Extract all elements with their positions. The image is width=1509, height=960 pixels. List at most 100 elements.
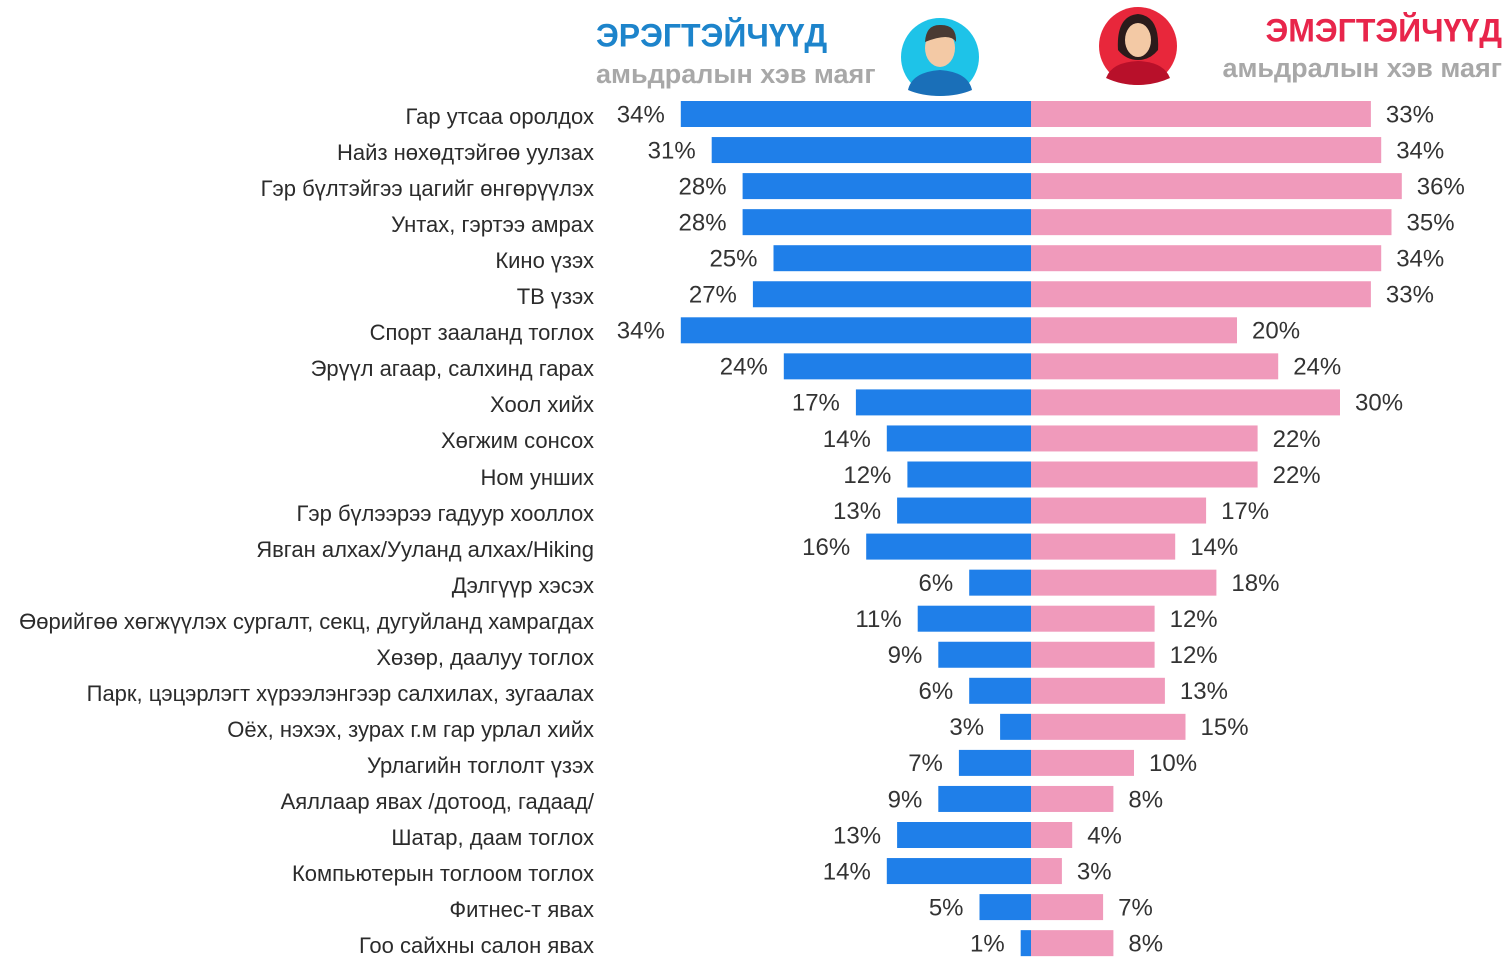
value-label: 35% [1407, 209, 1455, 236]
male-avatar [901, 18, 979, 96]
category-label: Спорт зааланд тоглох [369, 320, 594, 346]
category-label: Найз нөхөдтэйгөө уулзах [337, 140, 594, 166]
male-bar [711, 137, 1031, 164]
male-bar [773, 245, 1031, 272]
value-label: 17% [792, 390, 840, 417]
value-label: 6% [919, 678, 954, 705]
female-bar [1031, 461, 1258, 488]
value-label: 13% [1180, 678, 1228, 705]
female-bar [1031, 641, 1155, 668]
male-bar [680, 101, 1031, 127]
value-label: 7% [1118, 894, 1153, 921]
male-bar [752, 281, 1031, 308]
female-bar [1031, 497, 1207, 524]
female-bar [1031, 353, 1279, 380]
female-bar [1031, 245, 1382, 272]
left-subtitle: амьдралын хэв маяг [596, 59, 876, 89]
value-label: 34% [617, 318, 665, 345]
female-bar [1031, 930, 1114, 957]
female-bar [1031, 209, 1392, 236]
value-label: 28% [679, 209, 727, 236]
value-label: 27% [689, 282, 737, 309]
value-label: 13% [833, 498, 881, 525]
male-bar [886, 425, 1031, 452]
category-label: Урлагийн тоглолт үзэх [367, 752, 594, 778]
female-bar [1031, 822, 1073, 848]
value-label: 3% [1077, 858, 1112, 885]
value-label: 14% [1190, 534, 1238, 561]
category-label: Хоол хийх [490, 392, 594, 418]
value-label: 34% [1396, 137, 1444, 164]
female-bar [1031, 569, 1217, 596]
value-label: 8% [1128, 930, 1163, 957]
male-bar [897, 822, 1031, 848]
female-bar [1031, 677, 1165, 704]
male-bar [907, 461, 1031, 488]
value-label: 7% [908, 750, 943, 777]
male-bar [742, 173, 1031, 200]
female-bar [1031, 533, 1176, 560]
female-bar [1031, 281, 1371, 308]
category-label: Гэр бүлээрээ гадуур хооллох [296, 500, 594, 526]
female-bar [1031, 173, 1402, 200]
male-bar [866, 533, 1031, 560]
male-bar [917, 605, 1031, 632]
female-bar [1031, 605, 1155, 632]
category-label: Кино үзэх [495, 248, 594, 274]
value-label: 1% [970, 930, 1005, 957]
category-label: Эрүүл агаар, салхинд гарах [310, 356, 594, 382]
value-label: 33% [1386, 282, 1434, 309]
value-label: 5% [929, 894, 964, 921]
value-label: 6% [919, 570, 954, 597]
male-bar [855, 389, 1031, 416]
value-label: 17% [1221, 498, 1269, 525]
value-label: 9% [888, 786, 923, 813]
value-label: 31% [648, 137, 696, 164]
value-label: 36% [1417, 173, 1465, 200]
category-label: Гэр бүлтэйгээ цагийг өнгөрүүлэх [260, 176, 594, 202]
value-label: 15% [1201, 714, 1249, 741]
female-bar [1031, 749, 1134, 776]
male-bar [742, 209, 1031, 236]
value-label: 33% [1386, 101, 1434, 128]
male-bar [938, 641, 1031, 668]
category-label: Оёх, нэхэх, зурах г.м гар урлал хийх [227, 716, 594, 742]
value-label: 25% [709, 246, 757, 273]
male-bar [958, 749, 1031, 776]
value-label: 34% [1396, 246, 1444, 273]
category-label: Явган алхах/Ууланд алхах/Hiking [256, 536, 594, 562]
male-bar [1000, 713, 1031, 740]
category-label: Өөрийгөө хөгжүүлэх сургалт, секц, дугуйл… [19, 608, 594, 634]
category-label: Гар утсаа оролдох [405, 104, 594, 129]
value-label: 12% [1170, 606, 1218, 633]
value-label: 12% [843, 462, 891, 489]
female-bar [1031, 785, 1114, 812]
value-label: 14% [823, 426, 871, 453]
female-bar [1031, 894, 1104, 921]
value-label: 11% [855, 606, 901, 633]
category-label: Фитнес-т явах [449, 897, 594, 923]
male-bar [897, 497, 1031, 524]
female-bar [1031, 389, 1340, 416]
right-title: ЭМЭГТЭЙЧҮҮД [1265, 12, 1502, 48]
category-label: Компьютерын тоглоом тоглох [291, 861, 594, 887]
value-label: 28% [679, 173, 727, 200]
value-label: 3% [949, 714, 984, 741]
category-label: Аяллаар явах /дотоод, гадаад/ [280, 788, 594, 814]
male-bar [886, 858, 1031, 885]
category-label: Ном унших [480, 464, 594, 490]
left-title: ЭРЭГТЭЙЧҮҮД [596, 17, 827, 53]
value-label: 13% [833, 822, 881, 849]
category-label: ТВ үзэх [516, 284, 594, 310]
value-label: 30% [1355, 390, 1403, 417]
male-bar [680, 317, 1031, 344]
category-label: Парк, цэцэрлэгт хүрээлэнгээр салхилах, з… [86, 680, 594, 706]
female-bar [1031, 137, 1382, 164]
value-label: 10% [1149, 750, 1197, 777]
female-bar [1031, 317, 1237, 344]
male-bar [783, 353, 1031, 380]
value-label: 16% [802, 534, 850, 561]
male-bar [1020, 930, 1031, 957]
